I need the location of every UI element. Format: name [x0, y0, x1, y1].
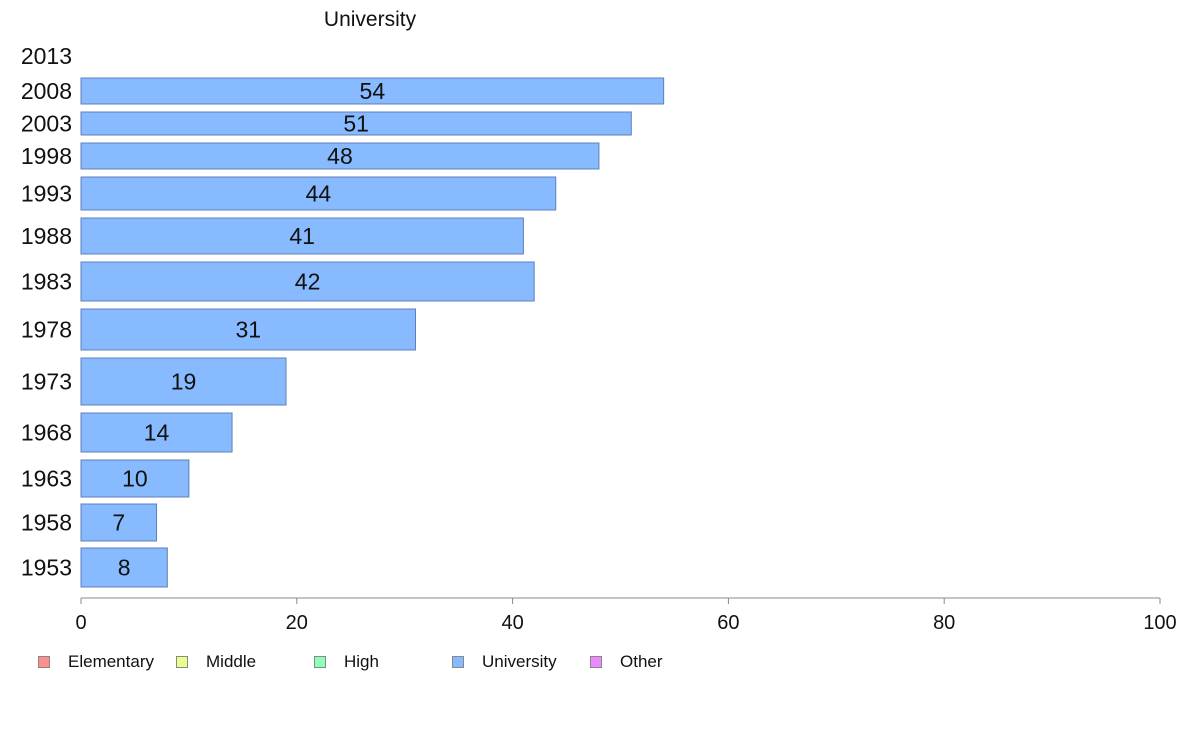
legend-item-elementary: Elementary — [38, 652, 154, 672]
legend: Elementary Middle High University Other — [38, 652, 738, 672]
year-label-1958: 1958 — [21, 510, 72, 536]
value-label-1968: 14 — [144, 420, 170, 446]
bar-1998 — [80, 142, 600, 170]
bar-2008 — [80, 77, 665, 105]
value-label-1988: 41 — [289, 223, 315, 249]
legend-swatch-middle — [176, 656, 188, 668]
legend-item-middle: Middle — [176, 652, 256, 672]
bar-1968 — [80, 412, 233, 453]
legend-label-university: University — [482, 652, 557, 671]
x-tick-label-60: 60 — [717, 612, 739, 634]
bar-1963 — [80, 459, 190, 498]
value-label-1973: 19 — [171, 369, 197, 395]
year-label-2008: 2008 — [21, 78, 72, 104]
legend-swatch-high — [314, 656, 326, 668]
x-axis: 0 20 40 60 80 100 — [75, 597, 1177, 634]
bar-1988 — [80, 217, 524, 255]
legend-swatch-other — [590, 656, 602, 668]
value-label-1953: 8 — [118, 555, 131, 581]
chart-title: University — [324, 8, 417, 31]
value-label-1998: 48 — [327, 143, 353, 169]
value-label-2003: 51 — [343, 111, 369, 137]
year-label-1963: 1963 — [21, 466, 72, 492]
bar-1958 — [80, 503, 158, 542]
legend-swatch-university — [452, 656, 464, 668]
legend-label-high: High — [344, 652, 379, 671]
year-label-1953: 1953 — [21, 555, 72, 581]
value-label-1963: 10 — [122, 466, 148, 492]
x-tick-label-80: 80 — [933, 612, 955, 634]
legend-item-university: University — [452, 652, 557, 672]
year-labels-layer: 2013 2008 2003 1998 1993 1988 1983 1978 1973 1968… — [21, 43, 72, 581]
bar-1953 — [80, 547, 168, 588]
value-label-1958: 7 — [112, 510, 125, 536]
value-label-1993: 44 — [306, 181, 332, 207]
legend-item-other: Other — [590, 652, 663, 672]
legend-label-elementary: Elementary — [68, 652, 154, 671]
year-label-1993: 1993 — [21, 181, 72, 207]
year-label-1973: 1973 — [21, 369, 72, 395]
year-label-1988: 1988 — [21, 223, 72, 249]
year-label-1968: 1968 — [21, 420, 72, 446]
x-tick-label-100: 100 — [1143, 612, 1176, 634]
year-label-1978: 1978 — [21, 317, 72, 343]
legend-label-middle: Middle — [206, 652, 257, 671]
bar-1983 — [80, 261, 535, 302]
legend-swatch-elementary — [38, 656, 50, 668]
x-tick-label-40: 40 — [501, 612, 523, 634]
bar-1973 — [80, 357, 287, 406]
bar-1978 — [80, 308, 416, 351]
value-label-2008: 54 — [360, 78, 386, 104]
year-label-1983: 1983 — [21, 269, 72, 295]
x-tick-label-0: 0 — [75, 612, 86, 634]
bar-2003 — [80, 111, 632, 136]
legend-item-high: High — [314, 652, 379, 672]
bar-1993 — [80, 176, 557, 211]
year-label-2003: 2003 — [21, 111, 72, 137]
year-label-1998: 1998 — [21, 143, 72, 169]
value-label-1978: 31 — [235, 317, 261, 343]
legend-label-other: Other — [620, 652, 663, 671]
bars-layer — [80, 77, 665, 588]
x-tick-label-20: 20 — [286, 612, 308, 634]
value-label-1983: 42 — [295, 269, 321, 295]
year-label-2013: 2013 — [21, 43, 72, 69]
